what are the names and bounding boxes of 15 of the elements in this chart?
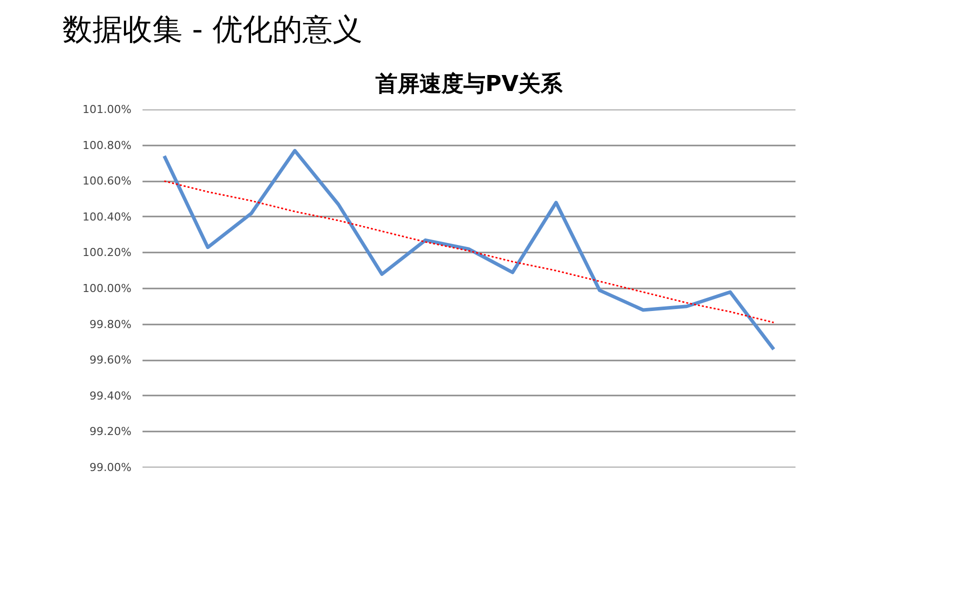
y-tick-label: 100.80% bbox=[82, 138, 132, 152]
y-tick-label: 99.40% bbox=[90, 389, 132, 402]
y-tick-label: 99.80% bbox=[90, 318, 132, 331]
y-tick-label: 99.20% bbox=[90, 425, 132, 438]
y-tick-label: 100.00% bbox=[82, 282, 132, 295]
y-tick-label: 100.60% bbox=[82, 174, 132, 188]
y-tick-label: 101.00% bbox=[82, 103, 132, 116]
y-tick-label: 100.40% bbox=[82, 210, 132, 224]
y-tick-label: 100.20% bbox=[82, 246, 132, 260]
y-tick-label: 99.00% bbox=[90, 461, 132, 474]
line-series bbox=[164, 180, 774, 324]
line-series bbox=[162, 148, 776, 352]
y-tick-label: 99.60% bbox=[90, 354, 132, 367]
chart-subtitle: 首屏速度与PV关系 bbox=[374, 71, 564, 97]
chart-title: 数据收集 - 优化的意义 bbox=[62, 12, 362, 48]
